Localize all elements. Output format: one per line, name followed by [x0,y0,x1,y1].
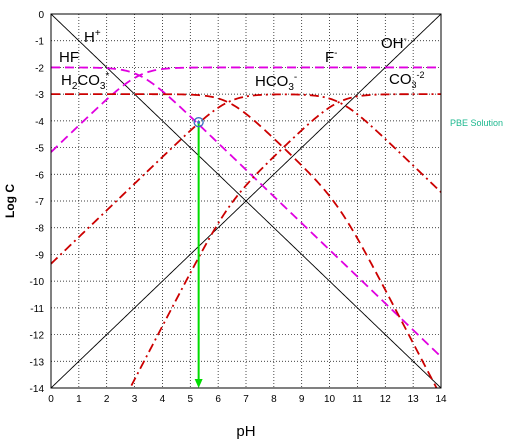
y-tick-label: -8 [35,224,44,235]
pbe-solution-label: PBE Solution [450,118,503,128]
series-line-h2co3 [51,93,438,388]
x-tick-label: 12 [380,394,392,405]
x-tick-label: 5 [188,394,194,405]
label-h2co3: H2CO3* [61,71,109,92]
series-lines [51,14,441,388]
y-tick-label: -12 [30,331,45,342]
label-h-plus: H+ [84,28,101,46]
label-oh-minus: OH- [381,34,407,52]
y-tick-label: 0 [38,10,44,21]
y-tick-label: -9 [35,250,44,261]
y-tick-label: -4 [35,117,44,128]
y-tick-label: -7 [35,197,44,208]
pbe-point-marker [193,117,204,128]
y-axis-title: Log C [3,184,17,218]
x-tick-label: 4 [160,394,166,405]
y-tick-label: -13 [30,357,45,368]
label-co3-2minus: CO3-2 [389,70,425,90]
y-tick-label: -2 [35,63,44,74]
x-tick-label: 6 [215,394,221,405]
x-tick-label: 7 [243,394,249,405]
x-tick-label: 13 [408,394,420,405]
x-tick-label: 0 [48,394,54,405]
y-tick-label: -10 [30,277,45,288]
series-line-f [51,66,441,153]
y-tick-label: -11 [30,304,44,315]
y-tick-label: -1 [35,37,44,48]
x-tick-label: 9 [299,394,305,405]
x-tick-label: 14 [435,394,447,405]
x-axis-title: pH [236,423,255,440]
x-tick-label: 1 [76,394,82,405]
plot-frame [50,13,442,389]
label-hf: HF [59,49,79,66]
tick-labels: 0 1 2 3 4 5 6 7 8 9 10 11 12 13 140-1-2-3-4-5-6-7-8-9-… [30,10,447,405]
series-line-hco3 [51,93,441,265]
y-tick-label: -6 [35,170,44,181]
x-tick-label: 3 [132,394,138,405]
pbe-arrow-head [194,379,203,388]
pbe-point-dot [197,120,201,124]
series-line-co3 [129,93,441,388]
x-tick-label: 10 [324,394,336,405]
label-f-minus: F- [325,48,338,66]
x-tick-label: 2 [104,394,110,405]
label-hco3-minus: HCO3- [255,72,297,93]
x-tick-label: 8 [271,394,277,405]
series-line-oh [51,14,441,388]
series-line-hf [51,66,441,358]
y-tick-label: -3 [35,90,44,101]
x-tick-label: 11 [352,394,363,405]
pbe-overlay [193,117,204,388]
y-tick-label: -5 [35,144,44,155]
y-tick-label: -14 [30,384,45,395]
